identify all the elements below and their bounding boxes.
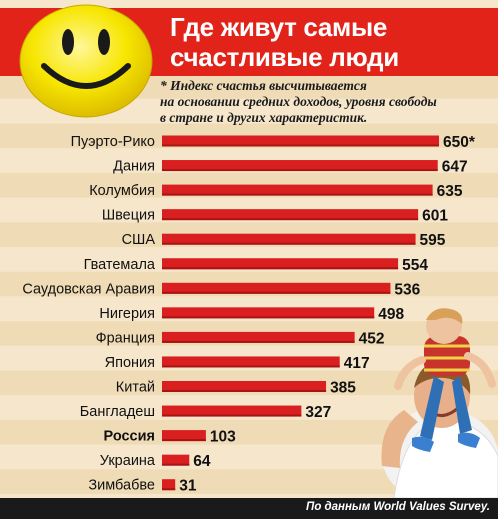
value-label: 327	[305, 404, 331, 421]
bar-shadow	[162, 193, 433, 196]
category-label: Китай	[116, 380, 155, 396]
category-label: Колумбия	[89, 183, 155, 199]
value-label: 554	[402, 257, 428, 274]
category-label: Швеция	[102, 208, 155, 224]
bar-shadow	[162, 488, 176, 491]
value-label: 536	[394, 281, 420, 298]
category-label: Украина	[100, 453, 156, 469]
category-label: Бангладеш	[80, 404, 155, 420]
bar	[162, 135, 439, 147]
bar	[162, 184, 433, 196]
bar	[162, 405, 302, 417]
category-label: Дания	[113, 159, 155, 175]
bar-shadow	[162, 340, 355, 343]
value-label: 498	[378, 306, 404, 323]
category-label: Нигерия	[99, 306, 155, 322]
bar	[162, 331, 355, 343]
footnote-line-3: в стране и других характеристик.	[160, 110, 368, 125]
bar	[162, 160, 438, 172]
category-label: Зимбабве	[88, 478, 155, 494]
source-text: По данным World Values Survey.	[306, 501, 490, 513]
bar-shadow	[162, 144, 439, 147]
index-footnote: * Индекс счастья высчитывается на основа…	[160, 78, 490, 126]
value-label: 635	[437, 183, 463, 200]
bar	[162, 430, 206, 442]
smiley-face-icon	[19, 4, 153, 118]
category-label: Пуэрто-Рико	[71, 134, 155, 150]
category-label: Гватемала	[84, 257, 156, 273]
bar	[162, 381, 327, 392]
value-label: 103	[210, 429, 236, 446]
value-label: 452	[359, 330, 385, 347]
category-label: Россия	[104, 429, 155, 445]
category-label: Саудовская Аравия	[22, 281, 155, 297]
source-footer: По данным World Values Survey.	[0, 498, 498, 519]
bar-shadow	[162, 242, 416, 245]
bar	[162, 209, 419, 221]
value-label: 417	[344, 355, 370, 372]
father-and-child-photo	[381, 308, 498, 498]
page-title: Где живут самые счастливые люди	[170, 12, 490, 72]
bar-shadow	[162, 316, 375, 319]
bar	[162, 258, 399, 270]
value-label: 601	[422, 208, 448, 225]
bar	[162, 454, 190, 466]
bar	[162, 233, 416, 245]
bar-shadow	[162, 439, 206, 442]
title-line-2: счастливые люди	[170, 42, 399, 72]
bar-shadow	[162, 365, 340, 368]
category-label: Франция	[96, 330, 155, 346]
bar-shadow	[162, 218, 419, 221]
footnote-line-2: на основании средних доходов, уровня сво…	[160, 94, 437, 109]
bar-shadow	[162, 291, 391, 294]
bar-shadow	[162, 390, 327, 392]
value-label: 31	[179, 478, 197, 495]
bar	[162, 356, 340, 368]
value-label: 647	[442, 159, 468, 176]
category-label: США	[122, 232, 156, 248]
bar-shadow	[162, 463, 190, 466]
value-label: 64	[193, 453, 211, 470]
bar	[162, 479, 176, 491]
bar-shadow	[162, 414, 302, 417]
footnote-line-1: * Индекс счастья высчитывается	[160, 78, 367, 93]
bar	[162, 307, 375, 319]
category-label: Япония	[105, 355, 155, 371]
bar-shadow	[162, 267, 399, 270]
title-line-1: Где живут самые	[170, 12, 388, 42]
value-label: 385	[330, 380, 356, 397]
value-label: 650*	[443, 134, 476, 151]
value-label: 595	[420, 232, 446, 249]
bar-shadow	[162, 169, 438, 172]
bar	[162, 282, 391, 294]
